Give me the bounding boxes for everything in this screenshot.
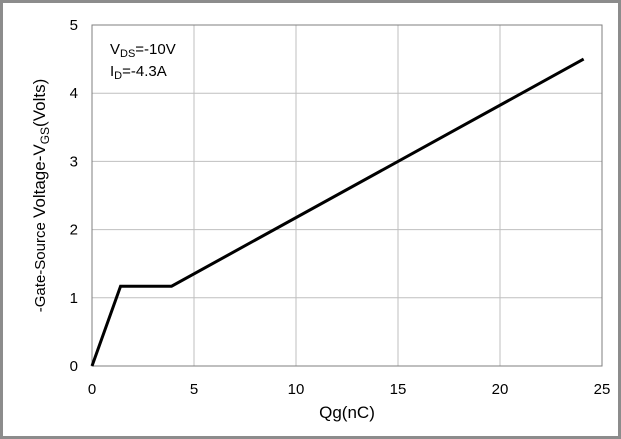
annotation-vds: VDS=-10V (110, 41, 176, 60)
y-tick-label: 2 (70, 222, 78, 239)
y-axis-label-main: Voltage-V (30, 144, 49, 218)
x-tick-labels: 0 5 10 15 20 25 (88, 381, 611, 398)
y-tick-labels: 0 1 2 3 4 5 (70, 17, 78, 375)
annotation-vds-subscript: DS (120, 48, 135, 60)
annotation-vds-main: V (110, 41, 120, 58)
series-line-0 (92, 59, 584, 366)
series-group (92, 59, 584, 366)
annotation-id: ID=-4.3A (110, 63, 167, 82)
y-tick-label: 5 (70, 17, 78, 34)
y-tick-label: 1 (70, 290, 78, 307)
x-tick-label: 5 (190, 381, 198, 398)
annotation-id-value: =-4.3A (122, 63, 167, 80)
plot-area (92, 25, 602, 366)
x-axis-label: Qg(nC) (319, 403, 375, 422)
annotation-id-subscript: D (114, 70, 122, 82)
x-tick-label: 20 (492, 381, 509, 398)
x-tick-label: 25 (594, 381, 611, 398)
y-axis-label-suffix: (Volts) (30, 79, 49, 127)
y-axis-label-prefix: -Gate-Source (32, 218, 49, 312)
grid (92, 25, 602, 366)
y-tick-label: 0 (70, 358, 78, 375)
x-tick-label: 0 (88, 381, 96, 398)
y-axis-label-subscript: GS (38, 127, 52, 144)
y-tick-label: 3 (70, 153, 78, 170)
y-axis-label: -Gate-Source Voltage-VGS(Volts) (30, 79, 52, 312)
x-tick-label: 10 (288, 381, 305, 398)
annotation-vds-value: =-10V (135, 41, 175, 58)
x-tick-label: 15 (390, 381, 407, 398)
y-tick-label: 4 (70, 85, 78, 102)
